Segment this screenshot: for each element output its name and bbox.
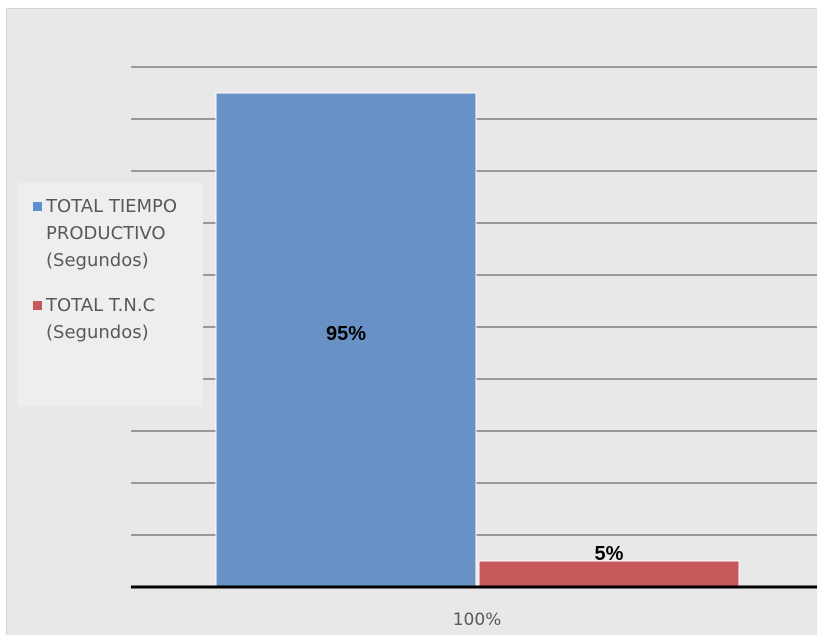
x-tick-label: 100% [453, 610, 502, 630]
legend-item-productive: TOTAL TIEMPO PRODUCTIVO (Segundos) [33, 193, 203, 274]
data-label-0: 95% [326, 323, 366, 345]
bar-chart: 95% 5% 100% [131, 66, 817, 630]
legend-swatch-tnc [33, 301, 42, 310]
bar-0 [215, 92, 477, 588]
bar-1 [478, 560, 740, 588]
legend: TOTAL TIEMPO PRODUCTIVO (Segundos) TOTAL T… [17, 183, 203, 407]
chart-area: 95% 5% 100% TOTAL TIEMPO PRODUCTIVO (Segundo… [6, 8, 817, 635]
data-label-1: 5% [595, 543, 624, 565]
legend-swatch-productive [33, 202, 42, 211]
legend-label-tnc: TOTAL T.N.C (Segundos) [46, 295, 156, 343]
legend-label-productive: TOTAL TIEMPO PRODUCTIVO (Segundos) [46, 196, 178, 271]
legend-item-tnc: TOTAL T.N.C (Segundos) [33, 292, 203, 346]
